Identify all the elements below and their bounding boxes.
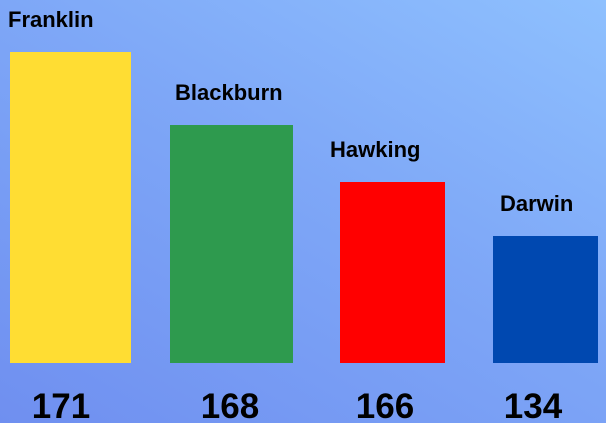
value-label-hawking: 166 [356, 387, 414, 423]
bar-franklin [10, 52, 131, 363]
bar-darwin [493, 236, 598, 363]
bar-hawking [340, 182, 445, 363]
bar-label-hawking: Hawking [330, 137, 420, 162]
value-label-franklin: 171 [32, 387, 90, 423]
bar-label-blackburn: Blackburn [175, 80, 283, 105]
bar-label-darwin: Darwin [500, 191, 573, 216]
value-label-blackburn: 168 [201, 387, 259, 423]
bar-label-franklin: Franklin [8, 7, 94, 32]
bar-blackburn [170, 125, 293, 363]
value-label-darwin: 134 [504, 387, 563, 423]
